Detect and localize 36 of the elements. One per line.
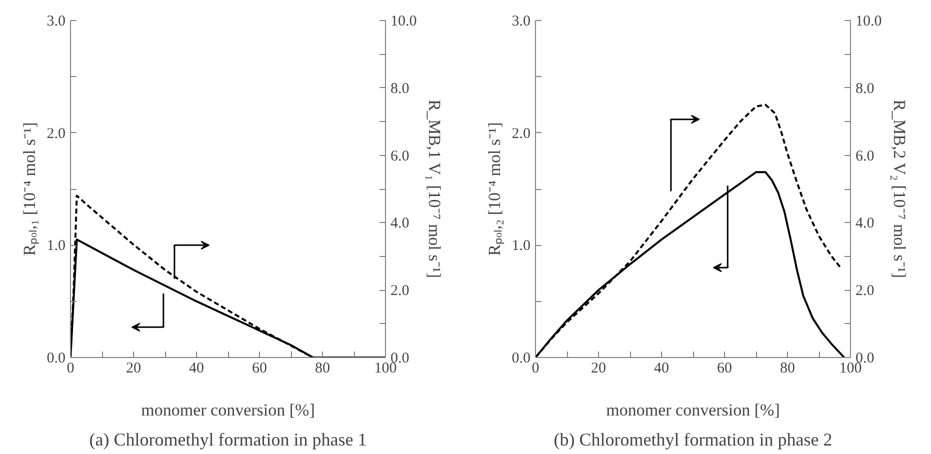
y2-tick-label: 10.0 [856, 14, 882, 30]
text: (a) Chloromethyl formation in phase 1 [89, 430, 367, 450]
y2-tick-label: 8.0 [390, 80, 410, 97]
x-axis-title: monomer conversion [%] [141, 400, 315, 420]
x-tick-label: 40 [189, 360, 204, 376]
y-tick-label: 2.0 [46, 126, 66, 142]
y2-tick-label: 2.0 [390, 283, 410, 300]
x-tick-label: 0 [532, 360, 540, 376]
y-tick-label: 1.0 [512, 238, 530, 254]
x-tick-label: 60 [717, 360, 732, 376]
y2-axis-title: R_MB,1 V₁ [10⁻⁷ mol s⁻¹] [424, 100, 444, 278]
y-tick-label: 1.0 [46, 238, 66, 254]
y-axis-title: Rₚₒₗ,₂ [10⁻⁴ mol s⁻¹] [484, 122, 505, 256]
x-tick-label: 20 [126, 360, 141, 376]
y2-tick-label: 4.0 [390, 216, 410, 232]
y-tick-label: 3.0 [512, 14, 530, 30]
x-tick-label: 40 [654, 360, 669, 376]
text: (b) Chloromethyl formation in phase 2 [554, 430, 832, 450]
y2-tick-label: 2.0 [856, 283, 874, 300]
x-tick-label: 80 [315, 360, 330, 376]
y2-tick-label: 10.0 [390, 14, 417, 30]
x-tick-label: 80 [780, 360, 795, 376]
y2-tick-label: 6.0 [390, 148, 410, 164]
y-tick-label: 2.0 [512, 126, 530, 142]
y2-tick-label: 4.0 [856, 216, 874, 232]
x-tick-label: 60 [252, 360, 267, 376]
x-axis-title: monomer conversion [%] [606, 400, 780, 420]
y2-tick-label: 8.0 [856, 80, 874, 97]
y-tick-label: 3.0 [46, 14, 66, 30]
x-tick-label: 20 [591, 360, 606, 376]
y2-axis-title: R_MB,2 V₂ [10⁻⁷ mol s⁻¹] [890, 100, 909, 278]
y-axis-title: Rₚₒₗ,₁ [10⁻⁴ mol s⁻¹] [20, 122, 40, 256]
y2-tick-label: 6.0 [856, 148, 874, 164]
y-tick-label: 0.0 [512, 350, 530, 366]
x-tick-label: 0 [66, 360, 74, 376]
y-tick-label: 0.0 [46, 350, 66, 366]
